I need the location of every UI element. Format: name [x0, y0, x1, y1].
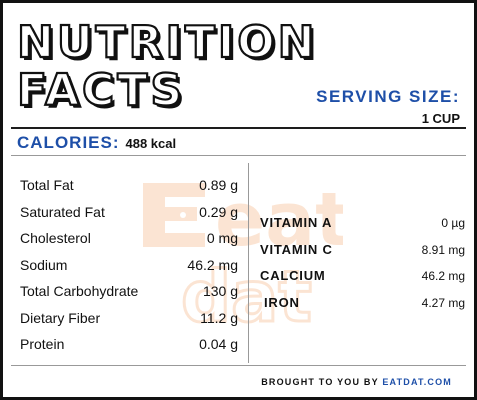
- nutrient-value: 130 g: [202, 283, 238, 299]
- calories-value: 488 kcal: [125, 136, 177, 151]
- divider-bottom: [11, 365, 466, 366]
- title-line-1: NUTRITION: [16, 17, 318, 68]
- vitamin-value: 8.91 mg: [421, 242, 465, 257]
- nutrient-row: Sodium 46.2 mg: [20, 257, 238, 284]
- nutrient-value: 0.04 g: [199, 336, 238, 352]
- nutrient-name: Cholesterol: [20, 230, 91, 246]
- nutrient-row: Total Fat 0.89 g: [20, 177, 238, 204]
- nutrient-row: Saturated Fat 0.29 g: [20, 204, 238, 231]
- serving-size-value: 1 CUP: [421, 111, 460, 126]
- nutrient-row: Cholesterol 0 mg: [20, 230, 238, 257]
- calories-row: CALORIES: 488 kcal: [17, 133, 176, 153]
- vitamin-row: CALCIUM 46.2 mg: [260, 268, 465, 295]
- vitamins-table: VITAMIN A 0 µg VITAMIN C 8.91 mg CALCIUM…: [260, 215, 465, 321]
- footer-credit: BROUGHT TO YOU BY EATDAT.COM: [261, 377, 452, 387]
- nutrient-value: 0.89 g: [199, 177, 238, 193]
- nutrient-value: 0 mg: [206, 230, 238, 246]
- vitamin-row: IRON 4.27 mg: [260, 295, 465, 322]
- nutrients-table: Total Fat 0.89 g Saturated Fat 0.29 g Ch…: [20, 177, 238, 363]
- vitamin-name: CALCIUM: [260, 268, 326, 283]
- vitamin-row: VITAMIN C 8.91 mg: [260, 242, 465, 269]
- nutrient-row: Total Carbohydrate 130 g: [20, 283, 238, 310]
- footer-brand-link[interactable]: EATDAT.COM: [382, 377, 452, 387]
- footer-prefix: BROUGHT TO YOU BY: [261, 377, 379, 387]
- vitamin-row: VITAMIN A 0 µg: [260, 215, 465, 242]
- nutrient-row: Protein 0.04 g: [20, 336, 238, 363]
- calories-label: CALORIES:: [17, 133, 120, 152]
- vitamin-name: VITAMIN C: [260, 241, 333, 257]
- vitamin-name: IRON: [264, 294, 300, 310]
- serving-size-label: SERVING SIZE:: [316, 87, 460, 106]
- nutrient-name: Sodium: [20, 256, 68, 273]
- vitamin-value: 0 µg: [441, 216, 465, 230]
- nutrient-value: 0.29 g: [199, 203, 238, 220]
- vitamin-value: 4.27 mg: [421, 295, 465, 310]
- nutrient-name: Saturated Fat: [20, 203, 105, 220]
- divider-top: [11, 127, 466, 129]
- nutrient-value: 11.2 g: [200, 309, 238, 326]
- nutrient-value: 46.2 mg: [187, 256, 238, 273]
- vitamin-name: VITAMIN A: [260, 215, 333, 230]
- divider-calories: [11, 155, 466, 156]
- nutrient-row: Dietary Fiber 11.2 g: [20, 310, 238, 337]
- title-line-2: FACTS: [16, 65, 186, 116]
- column-divider: [248, 163, 249, 363]
- nutrient-name: Protein: [20, 336, 65, 352]
- vitamin-value: 46.2 mg: [421, 269, 465, 283]
- nutrient-name: Total Carbohydrate: [20, 283, 139, 299]
- nutrient-name: Dietary Fiber: [20, 309, 101, 326]
- nutrient-name: Total Fat: [20, 177, 74, 193]
